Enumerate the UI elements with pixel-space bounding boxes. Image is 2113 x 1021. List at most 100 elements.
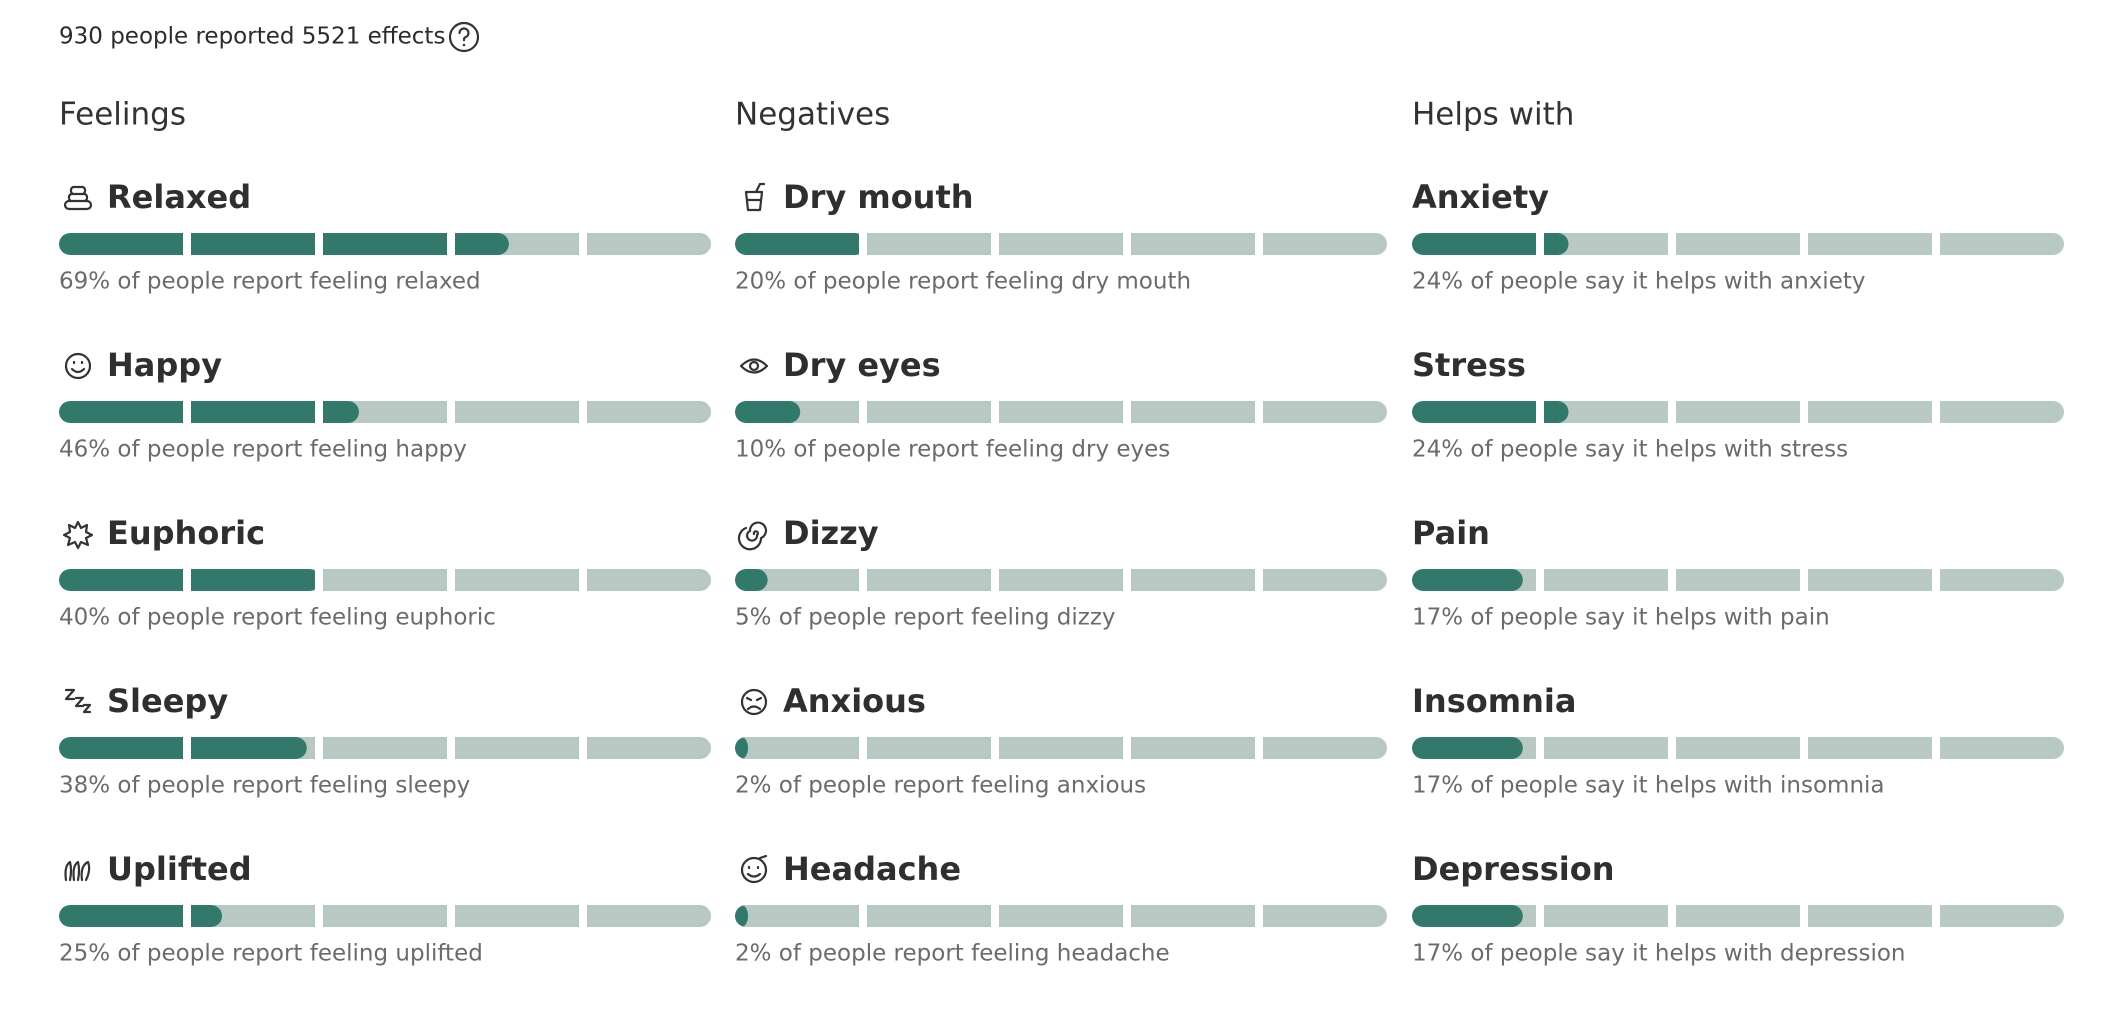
bar-segment	[1940, 737, 2064, 759]
bar-segment	[1544, 905, 1668, 927]
bar-segment	[1676, 233, 1800, 255]
bar-segment	[867, 569, 991, 591]
effect-icon	[62, 520, 94, 550]
bar-fill	[735, 737, 749, 759]
effect-description: 46% of people report feeling happy	[59, 437, 467, 463]
bar-segment	[1940, 401, 2064, 423]
effect-description: 38% of people report feeling sleepy	[59, 773, 470, 799]
effect-row: Uplifted 25% of people report feeling upl…	[59, 850, 711, 967]
bar-segment	[1808, 569, 1932, 591]
column-title: Helps with	[1412, 97, 1574, 133]
effect-icon	[63, 185, 93, 211]
effect-label: Headache	[783, 850, 961, 888]
bar-segment	[999, 401, 1123, 423]
effect-row: Stress 24% of people say it helps with st…	[1412, 346, 2064, 463]
effect-label: Anxious	[783, 682, 926, 720]
effect-label: Sleepy	[107, 682, 228, 720]
effect-label: Insomnia	[1412, 682, 1576, 720]
bar-fill	[735, 905, 749, 927]
effect-label: Happy	[107, 346, 222, 384]
summary: 930 people reported 5521 effects	[59, 24, 445, 50]
bar-segment	[1131, 737, 1255, 759]
effect-icon	[739, 358, 769, 374]
bar-segment	[323, 569, 447, 591]
effect-icon	[740, 688, 768, 716]
effect-label: Relaxed	[107, 178, 251, 216]
bar-fill	[1412, 737, 1523, 759]
bar-segment	[1808, 401, 1932, 423]
effect-row: Euphoric 40% of people report feeling eup…	[59, 514, 711, 631]
bar-segment	[867, 401, 991, 423]
bar-segment	[587, 401, 711, 423]
bar-segment	[1263, 401, 1387, 423]
bar-fill	[59, 401, 359, 423]
effect-description: 24% of people say it helps with stress	[1412, 437, 1848, 463]
bar-segment	[999, 233, 1123, 255]
bar-segment	[1808, 737, 1932, 759]
effect-row: Depression 17% of people say it helps wit…	[1412, 850, 2064, 967]
bar-fill	[735, 569, 768, 591]
bar-fill	[59, 905, 222, 927]
effect-label: Anxiety	[1412, 178, 1549, 216]
bar-segment	[1131, 233, 1255, 255]
bar-segment	[1544, 401, 1668, 423]
effect-label: Dry eyes	[783, 346, 941, 384]
bar-segment	[455, 737, 579, 759]
effect-row: Pain 17% of people say it helps with pain	[1412, 514, 2064, 631]
effect-icon	[737, 521, 768, 551]
effect-label: Uplifted	[107, 850, 252, 888]
effect-description: 24% of people say it helps with anxiety	[1412, 269, 1865, 295]
bar-fill	[1412, 401, 1569, 423]
bar-segment	[323, 905, 447, 927]
effect-row: Insomnia 17% of people say it helps with …	[1412, 682, 2064, 799]
bar-segment	[1544, 569, 1668, 591]
bar-segment	[1131, 401, 1255, 423]
bar-segment	[867, 905, 991, 927]
effect-label: Dizzy	[783, 514, 879, 552]
bar-segment	[999, 737, 1123, 759]
effect-description: 10% of people report feeling dry eyes	[735, 437, 1170, 463]
effect-row: Happy 46% of people report feeling happy	[59, 346, 711, 463]
effect-description: 2% of people report feeling anxious	[735, 773, 1146, 799]
effect-row: Dry eyes 10% of people report feeling dry…	[735, 346, 1387, 463]
bar-segment	[735, 905, 859, 927]
effect-description: 25% of people report feeling uplifted	[59, 941, 483, 967]
effect-description: 20% of people report feeling dry mouth	[735, 269, 1191, 295]
bar-segment	[1544, 233, 1668, 255]
effect-row: Sleepy 38% of people report feeling sleep…	[59, 682, 711, 799]
bar-segment	[1940, 233, 2064, 255]
effect-label: Euphoric	[107, 514, 265, 552]
effect-icon	[64, 352, 92, 380]
bar-segment	[735, 737, 859, 759]
help-icon[interactable]	[448, 21, 480, 53]
bar-segment	[191, 905, 315, 927]
bar-segment	[1676, 905, 1800, 927]
bar-segment	[1263, 233, 1387, 255]
bar-segment	[587, 233, 711, 255]
column-title: Feelings	[59, 97, 186, 133]
effect-row: Anxious 2% of people report feeling anxio…	[735, 682, 1387, 799]
effect-label: Dry mouth	[783, 178, 974, 216]
bar-segment	[867, 737, 991, 759]
effect-row: Relaxed 69% of people report feeling rela…	[59, 178, 711, 295]
column-title: Negatives	[735, 97, 890, 133]
effect-row: Headache 2% of people report feeling head…	[735, 850, 1387, 967]
effect-description: 17% of people say it helps with depressi…	[1412, 941, 1905, 967]
effect-description: 40% of people report feeling euphoric	[59, 605, 496, 631]
bar-segment	[1940, 905, 2064, 927]
bar-segment	[999, 905, 1123, 927]
effect-row: Dizzy 5% of people report feeling dizzy	[735, 514, 1387, 631]
bar-segment	[1263, 905, 1387, 927]
bar-segment	[455, 569, 579, 591]
bar-segment	[587, 569, 711, 591]
bar-segment	[1676, 401, 1800, 423]
bar-fill	[735, 233, 866, 255]
bar-segment	[587, 905, 711, 927]
bar-fill	[1412, 233, 1569, 255]
effect-label: Depression	[1412, 850, 1614, 888]
bar-fill	[59, 233, 509, 255]
effect-label: Stress	[1412, 346, 1526, 384]
bar-segment	[1263, 737, 1387, 759]
bar-segment	[1544, 737, 1668, 759]
bar-segment	[1808, 233, 1932, 255]
